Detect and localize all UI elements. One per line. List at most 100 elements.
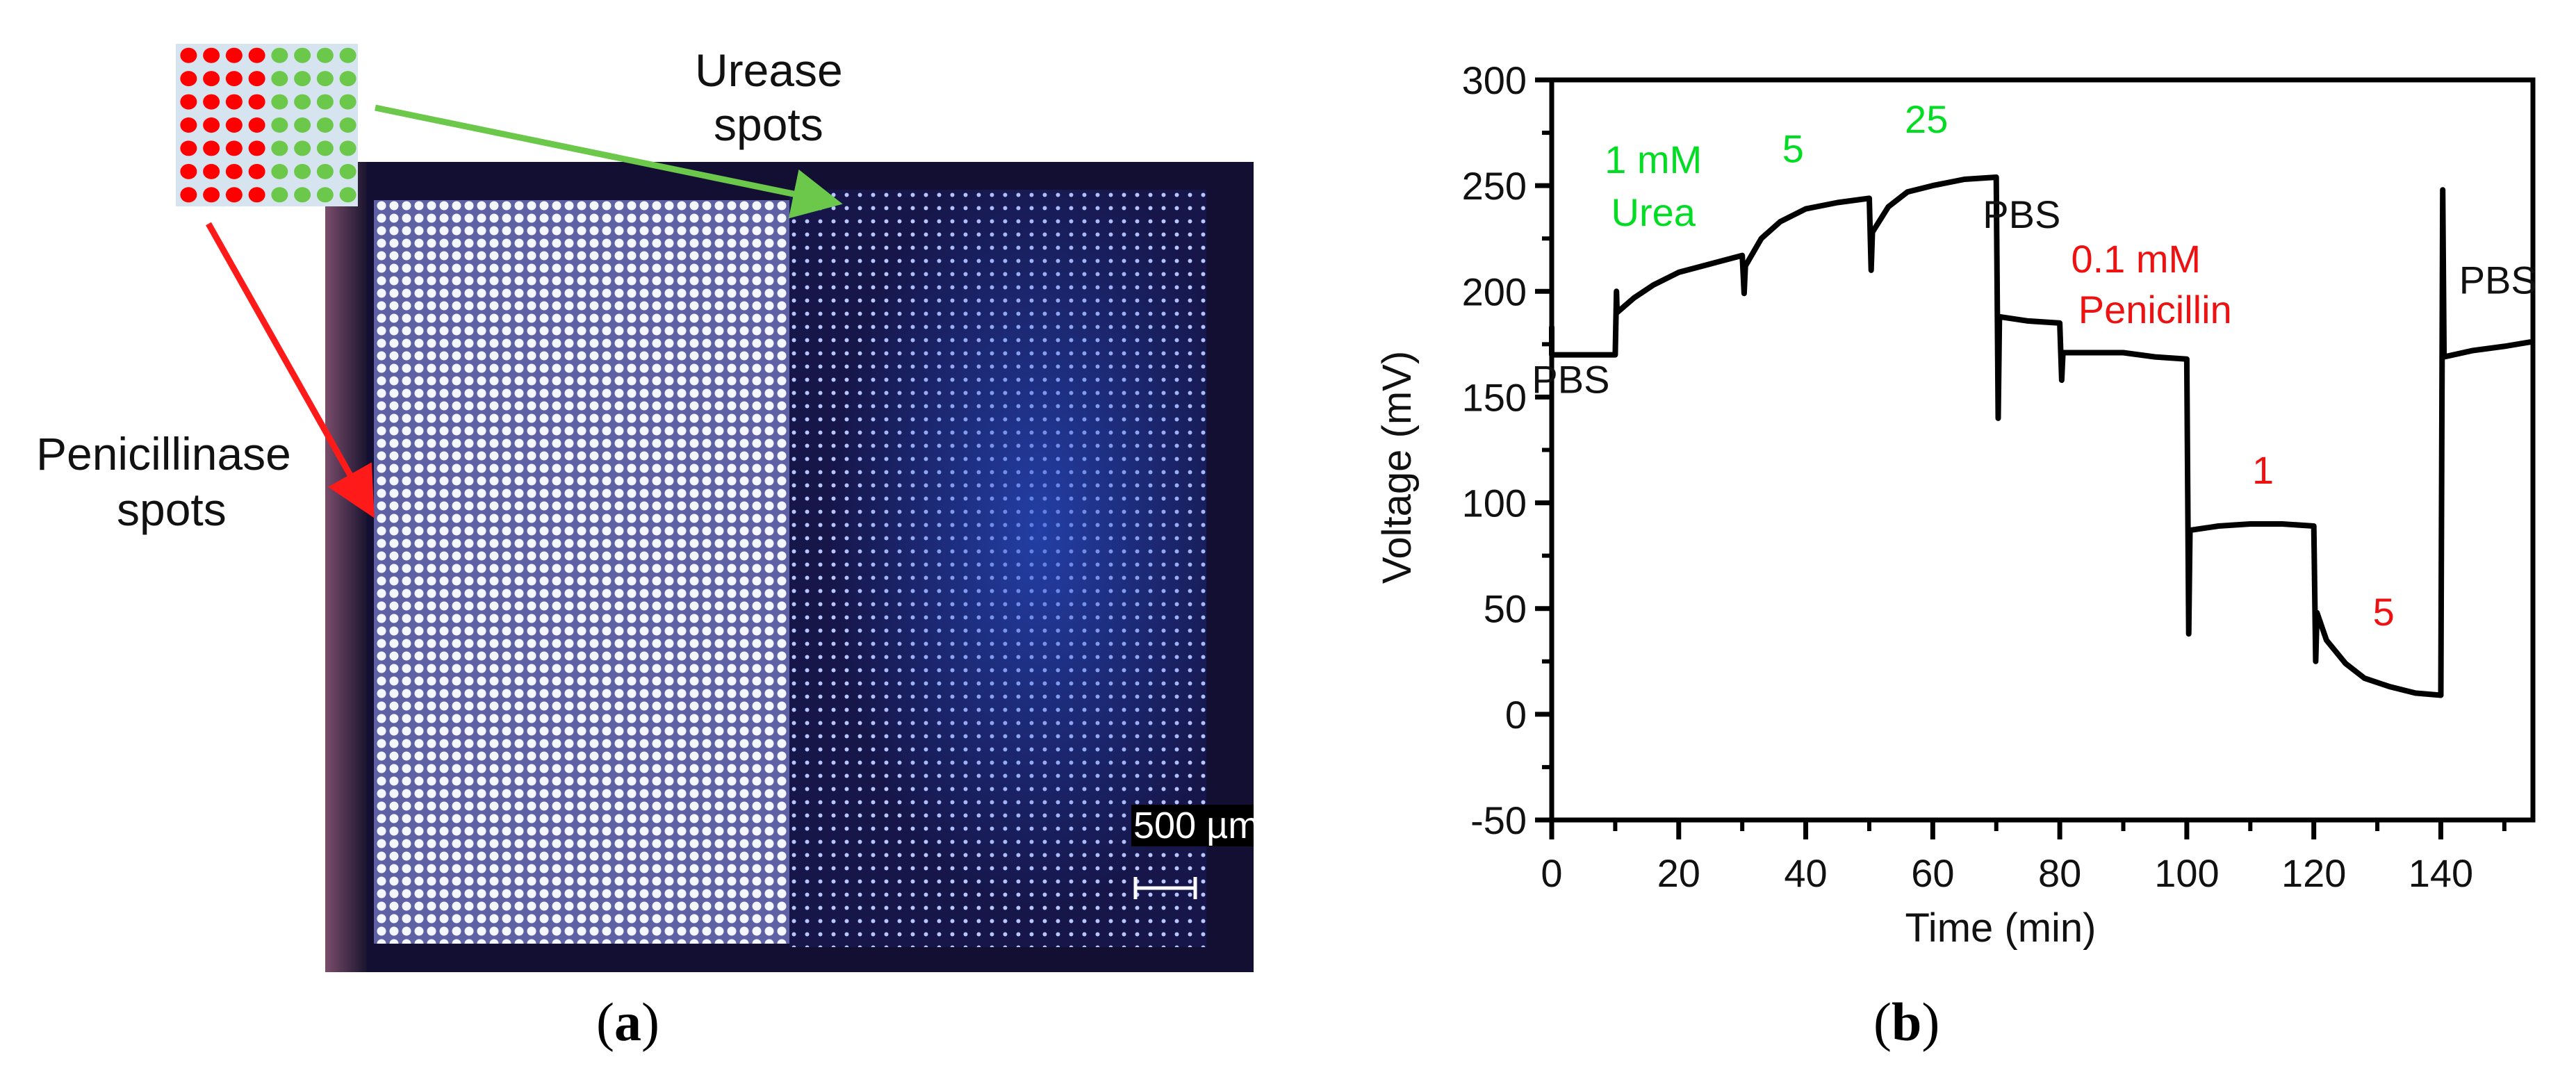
y-tick-label: 150 bbox=[1462, 375, 1527, 419]
chart-annotation: PBS bbox=[1532, 357, 1609, 401]
urease-spot bbox=[316, 71, 334, 87]
urease-spot bbox=[294, 71, 311, 87]
urease-spot bbox=[316, 117, 334, 133]
penicillinase-spot bbox=[203, 187, 220, 203]
caption-paren-open: ( bbox=[1873, 992, 1892, 1052]
caption-letter: b bbox=[1891, 992, 1922, 1052]
caption-paren-close: ) bbox=[1921, 992, 1940, 1052]
x-tick-label: 140 bbox=[2409, 851, 2473, 895]
urease-spot bbox=[339, 163, 356, 179]
plot-frame bbox=[1549, 77, 2536, 823]
penicillinase-spot bbox=[180, 47, 197, 63]
penicillinase-label-line2: spots bbox=[117, 484, 227, 535]
x-tick-label: 40 bbox=[1784, 851, 1827, 895]
x-tick-label: 100 bbox=[2154, 851, 2219, 895]
penicillinase-spot bbox=[225, 71, 243, 87]
penicillinase-spot bbox=[203, 71, 220, 87]
urease-spot bbox=[271, 71, 288, 87]
chart-annotation: 1 bbox=[2252, 448, 2274, 492]
scale-bar bbox=[1133, 877, 1197, 899]
urease-spot bbox=[316, 163, 334, 179]
penicillinase-spot bbox=[225, 117, 243, 133]
penicillinase-spot bbox=[203, 94, 220, 110]
panel-a: 500 µm Urease s bbox=[0, 0, 1286, 1075]
penicillinase-spot bbox=[203, 47, 220, 63]
urease-spot bbox=[339, 140, 356, 156]
chart-annotation: 5 bbox=[1782, 127, 1804, 171]
micrograph-texture bbox=[325, 162, 1254, 972]
x-tick-label: 120 bbox=[2281, 851, 2346, 895]
scale-bar-label: 500 µm bbox=[1133, 805, 1254, 846]
annotation-arrows bbox=[206, 104, 843, 518]
urease-spot bbox=[271, 47, 288, 63]
penicillinase-spot bbox=[225, 140, 243, 156]
scale-bar-label-bg bbox=[1131, 805, 1254, 846]
panel-a-caption: (a) bbox=[596, 995, 659, 1049]
y-tick-label: 250 bbox=[1462, 164, 1527, 208]
penicillinase-spot bbox=[180, 94, 197, 110]
urease-spot bbox=[294, 187, 311, 203]
penicillinase-spot bbox=[203, 140, 220, 156]
y-tick-label: 200 bbox=[1462, 270, 1527, 313]
penicillinase-spot bbox=[225, 47, 243, 63]
chart-annotation: 25 bbox=[1905, 97, 1948, 141]
penicillinase-spot bbox=[248, 47, 265, 63]
urease-spot bbox=[271, 163, 288, 179]
x-tick-label: 60 bbox=[1911, 851, 1954, 895]
penicillinase-spot bbox=[203, 163, 220, 179]
spot-array-schematic bbox=[176, 44, 358, 206]
penicillinase-spot bbox=[180, 163, 197, 179]
panel-b: -50 0 50 100 150 200 250 300 0 20 40 60 80 100 120 140 T… bbox=[1286, 0, 2576, 1075]
y-axis-label: Voltage (mV) bbox=[1375, 351, 1420, 584]
urease-spot bbox=[294, 140, 311, 156]
caption-letter: a bbox=[614, 992, 641, 1052]
chart-annotation: 0.1 mM bbox=[2071, 237, 2201, 281]
chart-annotation: Penicillin bbox=[2078, 288, 2232, 331]
urease-spot bbox=[271, 117, 288, 133]
chart-annotation: PBS bbox=[2459, 258, 2537, 302]
penicillinase-spot bbox=[225, 94, 243, 110]
x-tick-label: 20 bbox=[1657, 851, 1700, 895]
penicillinase-spot bbox=[248, 71, 265, 87]
x-tick-label: 0 bbox=[1541, 851, 1562, 895]
penicillinase-spot bbox=[225, 163, 243, 179]
y-tick-label: -50 bbox=[1470, 798, 1527, 842]
caption-paren-close: ) bbox=[641, 992, 659, 1052]
voltage-time-chart: -50 0 50 100 150 200 250 300 0 20 40 60 80 100 120 140 T… bbox=[1375, 58, 2537, 951]
urease-spot bbox=[339, 94, 356, 110]
urease-spot bbox=[339, 47, 356, 63]
urease-spot bbox=[339, 71, 356, 87]
urease-arrow bbox=[375, 104, 843, 219]
penicillinase-spot bbox=[180, 140, 197, 156]
penicillinase-spot bbox=[248, 163, 265, 179]
chart-annotation: 5 bbox=[2373, 590, 2395, 634]
urease-spot bbox=[271, 94, 288, 110]
penicillinase-label-line1: Penicillinase bbox=[36, 428, 291, 479]
x-axis-label: Time (min) bbox=[1905, 905, 2097, 951]
urease-spot bbox=[316, 47, 334, 63]
urease-spot bbox=[271, 187, 288, 203]
urease-spot bbox=[316, 140, 334, 156]
urease-spot bbox=[294, 94, 311, 110]
x-tick-label: 80 bbox=[2038, 851, 2081, 895]
y-tick-label: 300 bbox=[1462, 58, 1527, 102]
chart-annotation: PBS bbox=[1983, 192, 2060, 236]
urease-spot bbox=[339, 117, 356, 133]
penicillinase-spot bbox=[225, 187, 243, 203]
y-tick-label: 0 bbox=[1505, 693, 1527, 737]
urease-spot bbox=[294, 117, 311, 133]
urease-label-line2: spots bbox=[714, 99, 823, 150]
y-tick-label: 50 bbox=[1484, 587, 1527, 631]
y-tick-label: 100 bbox=[1462, 482, 1527, 525]
urease-spot bbox=[294, 47, 311, 63]
urease-spot bbox=[316, 94, 334, 110]
micrograph-image: 500 µm bbox=[325, 162, 1254, 972]
penicillinase-arrow bbox=[206, 222, 375, 518]
penicillinase-spot bbox=[203, 117, 220, 133]
penicillinase-spot bbox=[248, 117, 265, 133]
penicillinase-spot bbox=[180, 187, 197, 203]
voltage-trace bbox=[1549, 174, 2533, 698]
penicillinase-spot bbox=[180, 117, 197, 133]
chart-annotation: 1 mM bbox=[1605, 138, 1702, 181]
